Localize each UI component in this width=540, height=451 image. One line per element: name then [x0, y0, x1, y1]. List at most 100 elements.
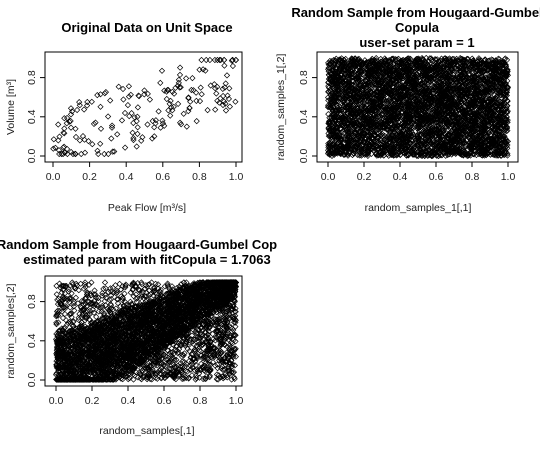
scatter-point: [146, 96, 153, 103]
scatter-point: [114, 131, 121, 138]
scatter-point: [198, 91, 205, 98]
scatter-point: [163, 88, 170, 95]
scatter-point: [180, 110, 187, 117]
scatter-point: [105, 113, 112, 120]
scatter-point: [88, 98, 95, 105]
scatter-point: [61, 125, 68, 132]
scatter-point: [72, 150, 79, 157]
scatter-point: [175, 79, 182, 86]
scatter-point: [183, 123, 190, 130]
scatter-point: [81, 106, 88, 113]
scatter-point: [178, 121, 185, 128]
scatter-point: [74, 106, 81, 114]
x-tick-label: 0.6: [155, 171, 170, 183]
scatter-point: [213, 90, 220, 97]
scatter-point: [130, 135, 137, 142]
x-tick-label: 0.0: [46, 171, 61, 183]
scatter-point: [89, 141, 96, 148]
scatter-point: [177, 64, 184, 71]
scatter-point: [121, 109, 129, 117]
scatter-point: [216, 56, 223, 64]
scatter-point: [224, 92, 231, 99]
scatter-point: [193, 118, 200, 125]
chart-title-line: Copula: [395, 20, 440, 35]
scatter-point: [109, 122, 116, 129]
scatter-point: [167, 97, 174, 104]
scatter-point: [211, 56, 218, 64]
scatter-point: [55, 121, 62, 128]
panel-original-data: Original Data on Unit Space 0.0 0.2 0.4 0.6…: [5, 20, 243, 214]
scatter-point: [133, 118, 140, 125]
scatter-point: [133, 143, 140, 150]
scatter-point: [186, 105, 193, 112]
scatter-point: [134, 124, 141, 131]
scatter-point: [125, 93, 133, 100]
scatter-point: [118, 117, 126, 124]
scatter-point: [193, 97, 200, 104]
scatter-point: [440, 108, 447, 115]
scatter-point: [188, 86, 195, 94]
x-tick-label: 0.2: [82, 171, 97, 183]
y-tick-label: 0.0: [26, 149, 38, 164]
scatter-point: [217, 95, 224, 102]
scatter-point: [196, 66, 203, 73]
scatter-point: [157, 79, 164, 86]
scatter-point: [95, 150, 102, 158]
scatter-point: [67, 117, 74, 125]
scatter-point: [55, 147, 63, 154]
scatter-point: [134, 130, 141, 137]
scatter-point: [228, 57, 235, 64]
scatter-point: [172, 84, 179, 91]
scatter-point: [108, 135, 115, 142]
scatter-point: [185, 94, 192, 101]
scatter-point: [109, 148, 116, 155]
x-axis: 0.0 0.2 0.4 0.6 0.8 1.0: [46, 161, 243, 183]
x-axis-label: Peak Flow [m³/s]: [108, 202, 186, 214]
scatter-point: [360, 113, 367, 120]
scatter-point: [204, 107, 211, 114]
scatter-point: [464, 66, 471, 73]
scatter-point: [232, 98, 239, 105]
scatter-point: [111, 148, 118, 155]
scatter-point: [161, 87, 168, 94]
scatter-point: [503, 143, 510, 150]
y-axis-label: Volume [m³]: [5, 79, 17, 135]
scatter-point: [212, 106, 219, 113]
scatter-point: [102, 89, 109, 96]
scatter-point: [129, 129, 136, 136]
chart-title-line: Random Sample from Hougaard-Gumbel: [291, 5, 540, 20]
scatter-point: [168, 104, 175, 111]
x-tick-label: 0.4: [119, 171, 134, 183]
panel-user-set-copula: Random Sample from Hougaard-Gumbel Copul…: [275, 5, 540, 214]
scatter-point: [66, 118, 73, 125]
scatter-point: [226, 103, 233, 110]
y-tick-label: 0.8: [26, 70, 38, 85]
scatter-point: [126, 113, 133, 120]
scatter-point: [128, 110, 135, 117]
scatter-point: [185, 95, 192, 102]
scatter-point: [221, 62, 228, 69]
scatter-point: [84, 102, 91, 109]
scatter-point: [101, 150, 108, 158]
scatter-point: [141, 87, 148, 94]
scatter-point: [144, 90, 151, 97]
scatter-point: [90, 120, 98, 127]
scatter-point: [60, 129, 67, 136]
scatter-point: [175, 100, 182, 107]
scatter-point: [171, 90, 178, 97]
scatter-point: [97, 140, 104, 147]
scatter-point: [152, 117, 159, 124]
scatter-points: [50, 56, 240, 158]
scatter-point: [119, 85, 127, 93]
scatter-point: [392, 56, 399, 63]
scatter-point: [196, 98, 204, 105]
scatter-point: [212, 85, 219, 92]
scatter-point: [222, 107, 230, 114]
x-tick-label: 0.8: [192, 171, 207, 183]
scatter-point: [325, 83, 332, 90]
scatter-point: [105, 150, 112, 158]
scatter-points: [325, 54, 511, 160]
scatter-point: [138, 137, 145, 144]
scatter-point: [84, 98, 91, 106]
scatter-point: [219, 101, 227, 109]
